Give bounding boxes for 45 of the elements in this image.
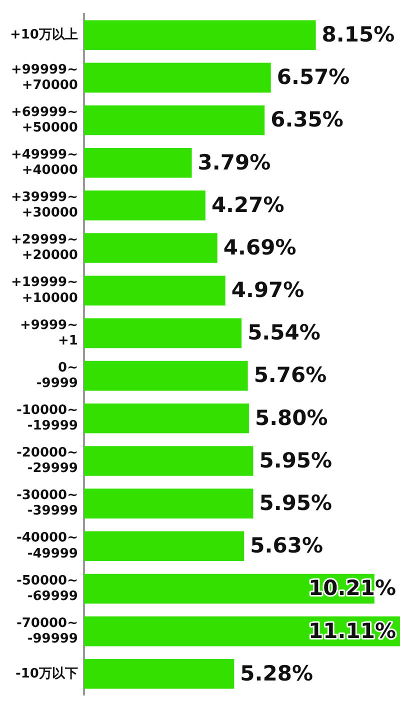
bar — [84, 190, 206, 220]
data-label: 3.79% — [198, 150, 271, 174]
bar — [84, 659, 234, 689]
y-tick-label: +9999~+1 — [20, 318, 78, 348]
bar — [84, 403, 249, 434]
y-tick-label: +49999~+40000 — [10, 147, 78, 178]
y-tick-label: -50000~-69999 — [16, 573, 78, 604]
bar — [84, 318, 242, 348]
bar — [84, 105, 265, 136]
y-tick-label: -10000~-19999 — [16, 402, 78, 434]
bar — [84, 276, 226, 306]
bar — [84, 488, 254, 518]
data-label: 5.80% — [254, 406, 328, 430]
y-tick-label: -20000~-29999 — [16, 446, 78, 476]
bar — [84, 62, 271, 93]
data-label: 6.57% — [276, 65, 350, 90]
bar — [84, 446, 254, 476]
data-label: 4.69% — [223, 235, 296, 260]
y-tick-label: -40000~-49999 — [16, 530, 78, 562]
bar — [84, 360, 248, 391]
y-tick-label: +39999~+30000 — [10, 190, 78, 221]
bar — [84, 148, 192, 178]
y-tick-label: -30000~-39999 — [16, 488, 78, 519]
y-tick-label: -10万以下 — [15, 666, 78, 682]
data-label: 4.97% — [231, 278, 304, 302]
y-tick-label: +29999~+20000 — [10, 232, 78, 264]
y-tick-label: +10万以上 — [10, 27, 78, 42]
data-label: 5.95% — [259, 448, 332, 472]
y-tick-label: +19999~+10000 — [10, 275, 78, 306]
y-tick-label: +99999~+70000 — [10, 62, 78, 93]
bar — [84, 20, 316, 50]
bar — [84, 531, 244, 562]
data-label: 5.28% — [240, 661, 314, 686]
bar — [84, 233, 218, 263]
data-label: 6.35% — [270, 108, 344, 132]
data-label: 5.63% — [250, 534, 323, 558]
data-label: 4.27% — [211, 192, 284, 217]
y-tick-label: -70000~-99999 — [16, 616, 78, 646]
data-label: 11.11% — [308, 618, 396, 643]
data-label: 8.15% — [322, 22, 395, 47]
y-tick-label: +69999~+50000 — [10, 104, 78, 136]
data-label: 5.54% — [248, 320, 320, 345]
y-tick-label: 0~-9999 — [36, 360, 78, 391]
data-label: 5.95% — [259, 491, 332, 516]
data-label: 5.76% — [254, 363, 327, 388]
